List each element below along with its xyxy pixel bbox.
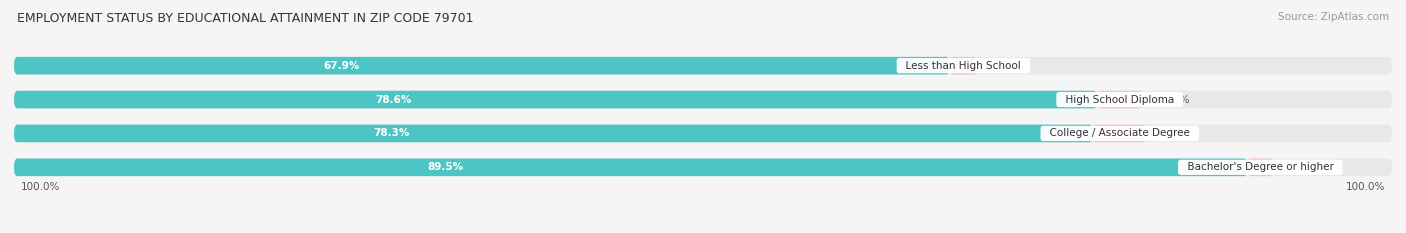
FancyBboxPatch shape (1247, 158, 1274, 176)
Text: 1.9%: 1.9% (1294, 162, 1320, 172)
FancyBboxPatch shape (14, 158, 1392, 176)
Text: 100.0%: 100.0% (21, 182, 60, 192)
Text: 78.3%: 78.3% (374, 128, 411, 138)
Text: EMPLOYMENT STATUS BY EDUCATIONAL ATTAINMENT IN ZIP CODE 79701: EMPLOYMENT STATUS BY EDUCATIONAL ATTAINM… (17, 12, 474, 25)
FancyBboxPatch shape (14, 125, 1092, 142)
Text: 67.9%: 67.9% (323, 61, 360, 71)
FancyBboxPatch shape (1097, 91, 1143, 108)
FancyBboxPatch shape (14, 91, 1392, 108)
FancyBboxPatch shape (14, 125, 1392, 142)
Text: 89.5%: 89.5% (427, 162, 464, 172)
FancyBboxPatch shape (14, 57, 949, 75)
Text: 3.9%: 3.9% (1167, 128, 1194, 138)
Text: 2.0%: 2.0% (998, 61, 1024, 71)
Text: Less than High School: Less than High School (900, 61, 1028, 71)
Text: 100.0%: 100.0% (1346, 182, 1385, 192)
Text: High School Diploma: High School Diploma (1059, 95, 1181, 105)
Text: College / Associate Degree: College / Associate Degree (1043, 128, 1197, 138)
FancyBboxPatch shape (949, 57, 977, 75)
Text: 78.6%: 78.6% (375, 95, 412, 105)
Text: Source: ZipAtlas.com: Source: ZipAtlas.com (1278, 12, 1389, 22)
FancyBboxPatch shape (14, 91, 1097, 108)
FancyBboxPatch shape (14, 57, 1392, 75)
FancyBboxPatch shape (1092, 125, 1147, 142)
Text: 3.3%: 3.3% (1163, 95, 1189, 105)
Text: Bachelor's Degree or higher: Bachelor's Degree or higher (1181, 162, 1340, 172)
FancyBboxPatch shape (14, 158, 1247, 176)
